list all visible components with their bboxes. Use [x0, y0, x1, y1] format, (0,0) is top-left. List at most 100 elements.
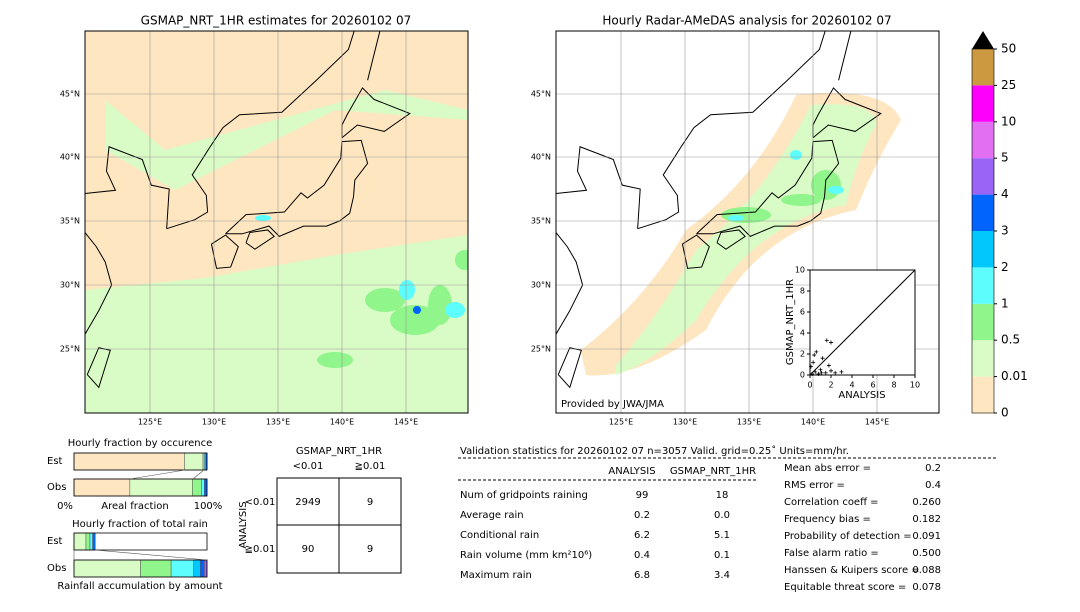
stat-label: Rain volume (mm km²10⁶)	[460, 550, 592, 561]
lat-label: 25°N	[531, 345, 551, 354]
stat-value: 0.1	[714, 550, 730, 561]
lon-label: 135°E	[266, 418, 290, 427]
score-label: False alarm ratio =	[784, 548, 879, 559]
point	[812, 353, 817, 358]
map-frame	[84, 30, 469, 414]
x-tick-label: 2	[828, 381, 833, 390]
row-label: Est	[47, 536, 63, 547]
point	[811, 360, 816, 365]
coastline	[838, 31, 852, 81]
coastline	[245, 229, 275, 250]
x-tick-label: 4	[849, 381, 854, 390]
colorbar-label: 25	[1001, 78, 1016, 92]
fraction-segment	[200, 559, 205, 578]
score-value: 0.091	[912, 531, 941, 542]
rain-heavy	[445, 302, 465, 318]
lon-label: 140°E	[330, 418, 354, 427]
lon-label: 135°E	[737, 418, 761, 427]
fraction-segment	[73, 478, 131, 497]
lat-label: 45°N	[60, 90, 80, 99]
map-title: GSMAP_NRT_1HR estimates for 20260102 07	[141, 14, 412, 28]
table-cell: 9	[367, 544, 373, 555]
bar-frame	[73, 532, 208, 551]
map-frame	[555, 30, 940, 414]
colorbar-segment	[972, 85, 994, 122]
point	[816, 371, 821, 376]
x-tick-label: 10	[910, 381, 920, 390]
colorbar-segment	[972, 267, 994, 304]
col-label: <0.01	[293, 461, 324, 472]
rain-moderate	[721, 207, 771, 223]
map-body	[556, 31, 901, 389]
y-axis-label: GSMAP_NRT_1HR	[785, 279, 796, 365]
stat-label: Num of gridpoints raining	[460, 490, 588, 501]
rain-heavy	[399, 280, 415, 300]
stat-value: 0.2	[634, 510, 650, 521]
stat-value: 18	[716, 490, 729, 501]
colorbar-segment	[972, 231, 994, 268]
table-cell: 9	[367, 497, 373, 508]
lon-label: 125°E	[609, 418, 633, 427]
stat-value: 3.4	[714, 570, 730, 581]
lat-label: 30°N	[60, 281, 80, 290]
colorbar-label: 3	[1001, 224, 1009, 238]
table-cell: 2949	[295, 497, 320, 508]
score-label: Correlation coeff =	[784, 497, 879, 508]
lon-label: 145°E	[394, 418, 418, 427]
row-label: Est	[47, 456, 63, 467]
fraction-segment	[73, 452, 185, 471]
lat-label: 25°N	[60, 345, 80, 354]
fraction-segment	[170, 559, 194, 578]
stats-title: Validation statistics for 20260102 07 n=…	[460, 445, 849, 457]
map-body	[85, 31, 468, 413]
coastline	[681, 234, 710, 269]
rain-heavy	[828, 186, 844, 194]
colorbar-segment	[972, 121, 994, 159]
point	[839, 369, 844, 374]
coastline	[85, 146, 170, 336]
coastline	[716, 229, 746, 250]
credit: Provided by JWA/JMA	[561, 399, 664, 410]
rain-light	[85, 90, 468, 413]
rain-heavy	[255, 215, 271, 221]
y-tick-label: 6	[800, 308, 805, 317]
point	[826, 363, 831, 368]
x-axis-label: ANALYSIS	[838, 390, 885, 401]
coastline	[696, 139, 840, 237]
stat-label: Average rain	[460, 510, 524, 521]
stat-label: Maximum rain	[460, 570, 532, 581]
point	[824, 338, 829, 343]
table-title: GSMAP_NRT_1HR	[296, 446, 382, 457]
score-label: Mean abs error =	[784, 463, 871, 474]
diagonal	[809, 269, 916, 376]
fraction-segment	[140, 559, 172, 578]
rain-moderate	[455, 250, 468, 270]
colorbar-segment	[972, 158, 994, 195]
y-tick-label: 10	[795, 266, 805, 275]
column-header: GSMAP_NRT_1HR	[670, 466, 756, 477]
fraction-segment	[129, 478, 193, 497]
fraction-segment	[73, 559, 141, 578]
colorbar-label: 50	[1001, 42, 1016, 56]
score-label: RMS error =	[784, 480, 845, 491]
table-cell: 90	[302, 544, 315, 555]
lat-label: 40°N	[531, 153, 551, 162]
score-label: Hanssen & Kuipers score =	[784, 565, 920, 576]
map-title: Hourly Radar-AMeDAS analysis for 2026010…	[602, 14, 891, 28]
colorbar-segment	[972, 194, 994, 231]
point	[820, 356, 825, 361]
stat-value: 6.2	[634, 530, 650, 541]
colorbar-label: 0	[1001, 406, 1009, 420]
rain-moderate	[781, 194, 821, 206]
lon-label: 130°E	[202, 418, 226, 427]
coastline	[367, 31, 381, 81]
point	[833, 370, 838, 375]
colorbar-label: 2	[1001, 260, 1009, 274]
point	[818, 367, 823, 372]
lat-label: 30°N	[531, 281, 551, 290]
fraction-segment	[92, 532, 96, 551]
fraction-segment	[73, 532, 87, 551]
score-label: Frequency bias =	[784, 514, 871, 525]
row-title: ANALYSIS	[238, 501, 249, 548]
column-header: ANALYSIS	[608, 466, 655, 477]
